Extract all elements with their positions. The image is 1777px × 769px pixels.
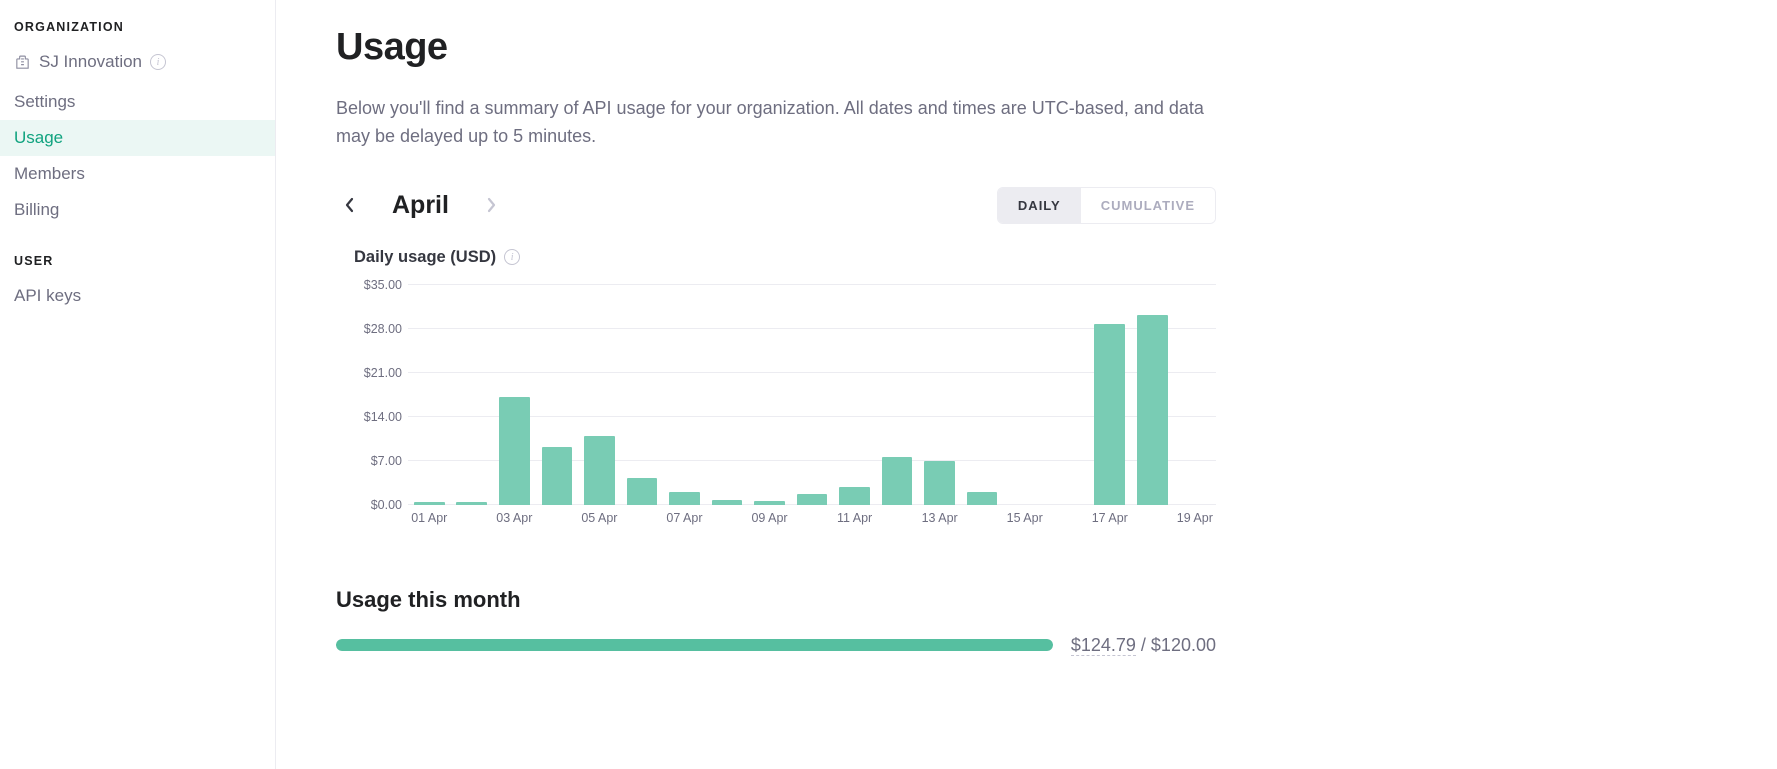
org-selector[interactable]: SJ Innovation i	[0, 44, 275, 84]
toggle-daily[interactable]: DAILY	[998, 188, 1081, 223]
sidebar-section-user: USER	[0, 254, 275, 278]
x-axis-label: 03 Apr	[493, 511, 536, 525]
sidebar-item-api-keys[interactable]: API keys	[0, 278, 275, 314]
y-axis-label: $21.00	[354, 366, 402, 380]
y-axis-label: $35.00	[354, 278, 402, 292]
bar-slot	[451, 285, 494, 505]
chart-bar[interactable]	[754, 501, 785, 505]
sidebar-item-members[interactable]: Members	[0, 156, 275, 192]
sidebar-item-billing[interactable]: Billing	[0, 192, 275, 228]
bar-slot	[1174, 285, 1217, 505]
next-month-button[interactable]	[477, 191, 505, 219]
x-axis-label: 13 Apr	[918, 511, 961, 525]
usage-month-title: Usage this month	[336, 587, 1216, 613]
bar-slot	[621, 285, 664, 505]
bar-slot	[1003, 285, 1046, 505]
y-axis-label: $0.00	[354, 498, 402, 512]
usage-progress: $124.79 / $120.00	[336, 635, 1216, 656]
bar-slot	[791, 285, 834, 505]
x-axis-label: 09 Apr	[748, 511, 791, 525]
y-axis-label: $7.00	[354, 454, 402, 468]
bar-slot	[663, 285, 706, 505]
bar-slot	[706, 285, 749, 505]
bar-slot	[578, 285, 621, 505]
bar-slot	[1046, 285, 1089, 505]
chart-bar[interactable]	[882, 457, 913, 505]
bar-slot	[876, 285, 919, 505]
x-axis-label: 19 Apr	[1174, 511, 1217, 525]
page-title: Usage	[336, 26, 1216, 69]
usage-chart: $0.00 $7.00 $14.00 $21.00 $28.00 $35.00 01 Ap…	[354, 277, 1216, 537]
main: Usage Below you'll find a summary of API…	[276, 0, 1776, 769]
chart-bar[interactable]	[1094, 324, 1125, 505]
chart-bar[interactable]	[839, 487, 870, 505]
x-axis-label: 17 Apr	[1089, 511, 1132, 525]
org-name: SJ Innovation	[39, 52, 142, 72]
chart-bar[interactable]	[924, 461, 955, 504]
bar-slot	[536, 285, 579, 505]
chart-bar[interactable]	[797, 494, 828, 505]
progress-text: $124.79 / $120.00	[1071, 635, 1216, 656]
y-axis-label: $14.00	[354, 410, 402, 424]
bar-slot	[748, 285, 791, 505]
page-description: Below you'll find a summary of API usage…	[336, 95, 1206, 151]
chart-bar[interactable]	[669, 492, 700, 505]
progress-track	[336, 639, 1053, 651]
bar-slot	[918, 285, 961, 505]
sidebar: ORGANIZATION SJ Innovation i SettingsUsa…	[0, 0, 276, 769]
usage-limit: $120.00	[1151, 635, 1216, 655]
sidebar-item-usage[interactable]: Usage	[0, 120, 275, 156]
chart-bar[interactable]	[712, 500, 743, 504]
prev-month-button[interactable]	[336, 191, 364, 219]
chart-bar[interactable]	[584, 436, 615, 505]
chart-bar[interactable]	[499, 397, 530, 505]
view-toggle: DAILYCUMULATIVE	[997, 187, 1216, 224]
x-axis-label: 07 Apr	[663, 511, 706, 525]
chart-bar[interactable]	[967, 492, 998, 505]
chart-bar[interactable]	[1137, 315, 1168, 505]
progress-fill	[336, 639, 1053, 651]
info-icon[interactable]: i	[504, 249, 520, 265]
month-label: April	[392, 191, 449, 220]
bar-slot	[408, 285, 451, 505]
bar-slot	[961, 285, 1004, 505]
chart-bar[interactable]	[456, 502, 487, 505]
bar-slot	[1089, 285, 1132, 505]
sidebar-section-org: ORGANIZATION	[0, 20, 275, 44]
chart-title: Daily usage (USD)	[354, 248, 496, 267]
y-axis-label: $28.00	[354, 322, 402, 336]
info-icon: i	[150, 54, 166, 70]
month-selector: April	[336, 191, 505, 220]
usage-used: $124.79	[1071, 635, 1136, 656]
sidebar-item-settings[interactable]: Settings	[0, 84, 275, 120]
x-axis-label: 01 Apr	[408, 511, 451, 525]
toggle-cumulative[interactable]: CUMULATIVE	[1081, 188, 1215, 223]
chart-bar[interactable]	[627, 478, 658, 505]
bar-slot	[493, 285, 536, 505]
bar-slot	[833, 285, 876, 505]
x-axis-label: 05 Apr	[578, 511, 621, 525]
building-icon	[14, 54, 31, 71]
x-axis-label: 15 Apr	[1003, 511, 1046, 525]
chart-bar[interactable]	[414, 502, 445, 505]
x-axis-label: 11 Apr	[833, 511, 876, 525]
chart-bar[interactable]	[542, 447, 573, 505]
bar-slot	[1131, 285, 1174, 505]
